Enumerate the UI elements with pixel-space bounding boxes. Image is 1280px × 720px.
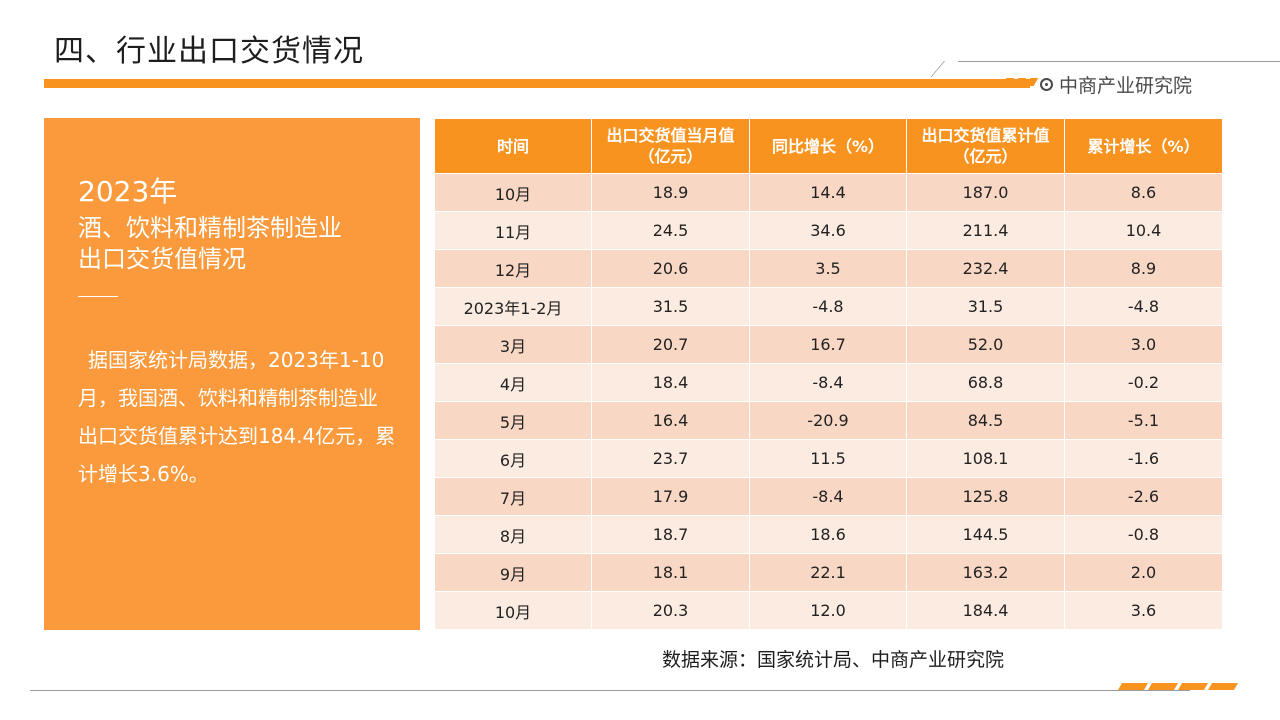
- cell-time: 9月: [434, 553, 592, 592]
- cell-monthly-value: 20.6: [591, 249, 750, 288]
- cell-monthly-value: 23.7: [591, 439, 750, 478]
- cell-yoy-growth: -4.8: [749, 287, 907, 326]
- cell-monthly-value: 31.5: [591, 287, 750, 326]
- cell-yoy-growth: -8.4: [749, 477, 907, 516]
- table-row: 2023年1-2月 31.5 -4.8 31.5 -4.8: [434, 287, 1223, 326]
- cell-monthly-value: 18.9: [591, 173, 750, 212]
- export-data-table: 时间 出口交货值当月值（亿元） 同比增长（%） 出口交货值累计值（亿元） 累计增…: [434, 118, 1223, 630]
- header-monthly-value: 出口交货值当月值（亿元）: [591, 118, 750, 174]
- cell-cumulative-growth: -5.1: [1064, 401, 1223, 440]
- header-cumulative-value: 出口交货值累计值（亿元）: [906, 118, 1065, 174]
- cell-time: 5月: [434, 401, 592, 440]
- footer-stripes: [1117, 683, 1239, 690]
- table-row: 6月 23.7 11.5 108.1 -1.6: [434, 439, 1223, 478]
- header-divider-line: [958, 61, 1280, 62]
- cell-cumulative-growth: 3.6: [1064, 591, 1223, 630]
- cell-yoy-growth: 3.5: [749, 249, 907, 288]
- cell-cumulative-growth: 8.6: [1064, 173, 1223, 212]
- cell-cumulative-growth: -1.6: [1064, 439, 1223, 478]
- cell-monthly-value: 20.7: [591, 325, 750, 364]
- table-row: 9月 18.1 22.1 163.2 2.0: [434, 553, 1223, 592]
- cell-yoy-growth: -20.9: [749, 401, 907, 440]
- summary-divider: [78, 296, 118, 297]
- data-source: 数据来源：国家统计局、中商产业研究院: [662, 649, 1005, 671]
- cell-yoy-growth: 18.6: [749, 515, 907, 554]
- cell-time: 2023年1-2月: [434, 287, 592, 326]
- footer-divider: [30, 690, 1190, 691]
- cell-monthly-value: 17.9: [591, 477, 750, 516]
- header-yoy-growth: 同比增长（%）: [749, 118, 907, 174]
- cell-cumulative-value: 84.5: [906, 401, 1065, 440]
- table-row: 11月 24.5 34.6 211.4 10.4: [434, 211, 1223, 250]
- cell-cumulative-growth: 2.0: [1064, 553, 1223, 592]
- cell-monthly-value: 18.1: [591, 553, 750, 592]
- cell-time: 11月: [434, 211, 592, 250]
- cell-time: 3月: [434, 325, 592, 364]
- table-row: 3月 20.7 16.7 52.0 3.0: [434, 325, 1223, 364]
- summary-panel: 2023年 酒、饮料和精制茶制造业 出口交货值情况 据国家统计局数据，2023年…: [44, 118, 420, 630]
- cell-yoy-growth: 22.1: [749, 553, 907, 592]
- cell-cumulative-value: 31.5: [906, 287, 1065, 326]
- cell-yoy-growth: -8.4: [749, 363, 907, 402]
- table-row: 7月 17.9 -8.4 125.8 -2.6: [434, 477, 1223, 516]
- summary-heading-line1: 酒、饮料和精制茶制造业: [78, 214, 342, 242]
- header-time: 时间: [434, 118, 592, 174]
- cell-time: 10月: [434, 173, 592, 212]
- cell-monthly-value: 20.3: [591, 591, 750, 630]
- cell-cumulative-growth: -4.8: [1064, 287, 1223, 326]
- table-row: 12月 20.6 3.5 232.4 8.9: [434, 249, 1223, 288]
- header-cumulative-growth: 累计增长（%）: [1064, 118, 1223, 174]
- table-row: 10月 20.3 12.0 184.4 3.6: [434, 591, 1223, 630]
- cell-cumulative-value: 52.0: [906, 325, 1065, 364]
- summary-heading-line2: 出口交货值情况: [78, 245, 246, 273]
- cell-cumulative-value: 187.0: [906, 173, 1065, 212]
- brand: 中商产业研究院: [1040, 71, 1192, 98]
- cell-time: 7月: [434, 477, 592, 516]
- cell-time: 6月: [434, 439, 592, 478]
- cell-cumulative-value: 211.4: [906, 211, 1065, 250]
- table-row: 4月 18.4 -8.4 68.8 -0.2: [434, 363, 1223, 402]
- cell-yoy-growth: 14.4: [749, 173, 907, 212]
- summary-body: 据国家统计局数据，2023年1-10月，我国酒、饮料和精制茶制造业出口交货值累计…: [78, 348, 396, 486]
- cell-time: 8月: [434, 515, 592, 554]
- cell-cumulative-value: 108.1: [906, 439, 1065, 478]
- cell-cumulative-value: 184.4: [906, 591, 1065, 630]
- cell-yoy-growth: 34.6: [749, 211, 907, 250]
- cell-cumulative-growth: 3.0: [1064, 325, 1223, 364]
- cell-cumulative-value: 144.5: [906, 515, 1065, 554]
- summary-year: 2023年: [78, 175, 178, 208]
- cell-cumulative-value: 232.4: [906, 249, 1065, 288]
- cell-cumulative-growth: -2.6: [1064, 477, 1223, 516]
- cell-time: 4月: [434, 363, 592, 402]
- cell-cumulative-value: 163.2: [906, 553, 1065, 592]
- table-row: 10月 18.9 14.4 187.0 8.6: [434, 173, 1223, 212]
- cell-cumulative-growth: 10.4: [1064, 211, 1223, 250]
- page-title: 四、行业出口交货情况: [54, 34, 364, 69]
- table-row: 5月 16.4 -20.9 84.5 -5.1: [434, 401, 1223, 440]
- cell-cumulative-growth: 8.9: [1064, 249, 1223, 288]
- cell-monthly-value: 18.4: [591, 363, 750, 402]
- cell-cumulative-growth: -0.2: [1064, 363, 1223, 402]
- cell-cumulative-growth: -0.8: [1064, 515, 1223, 554]
- brand-label: 中商产业研究院: [1059, 75, 1193, 97]
- target-icon: [1040, 78, 1053, 91]
- header-accent-bar: [44, 79, 1030, 88]
- cell-time: 12月: [434, 249, 592, 288]
- cell-monthly-value: 16.4: [591, 401, 750, 440]
- cell-cumulative-value: 125.8: [906, 477, 1065, 516]
- cell-yoy-growth: 11.5: [749, 439, 907, 478]
- cell-yoy-growth: 16.7: [749, 325, 907, 364]
- cell-monthly-value: 18.7: [591, 515, 750, 554]
- cell-yoy-growth: 12.0: [749, 591, 907, 630]
- table-row: 8月 18.7 18.6 144.5 -0.8: [434, 515, 1223, 554]
- table-header-row: 时间 出口交货值当月值（亿元） 同比增长（%） 出口交货值累计值（亿元） 累计增…: [434, 118, 1223, 174]
- header-divider-slant: [930, 61, 945, 77]
- cell-time: 10月: [434, 591, 592, 630]
- header-stripes: [1001, 78, 1039, 86]
- cell-monthly-value: 24.5: [591, 211, 750, 250]
- cell-cumulative-value: 68.8: [906, 363, 1065, 402]
